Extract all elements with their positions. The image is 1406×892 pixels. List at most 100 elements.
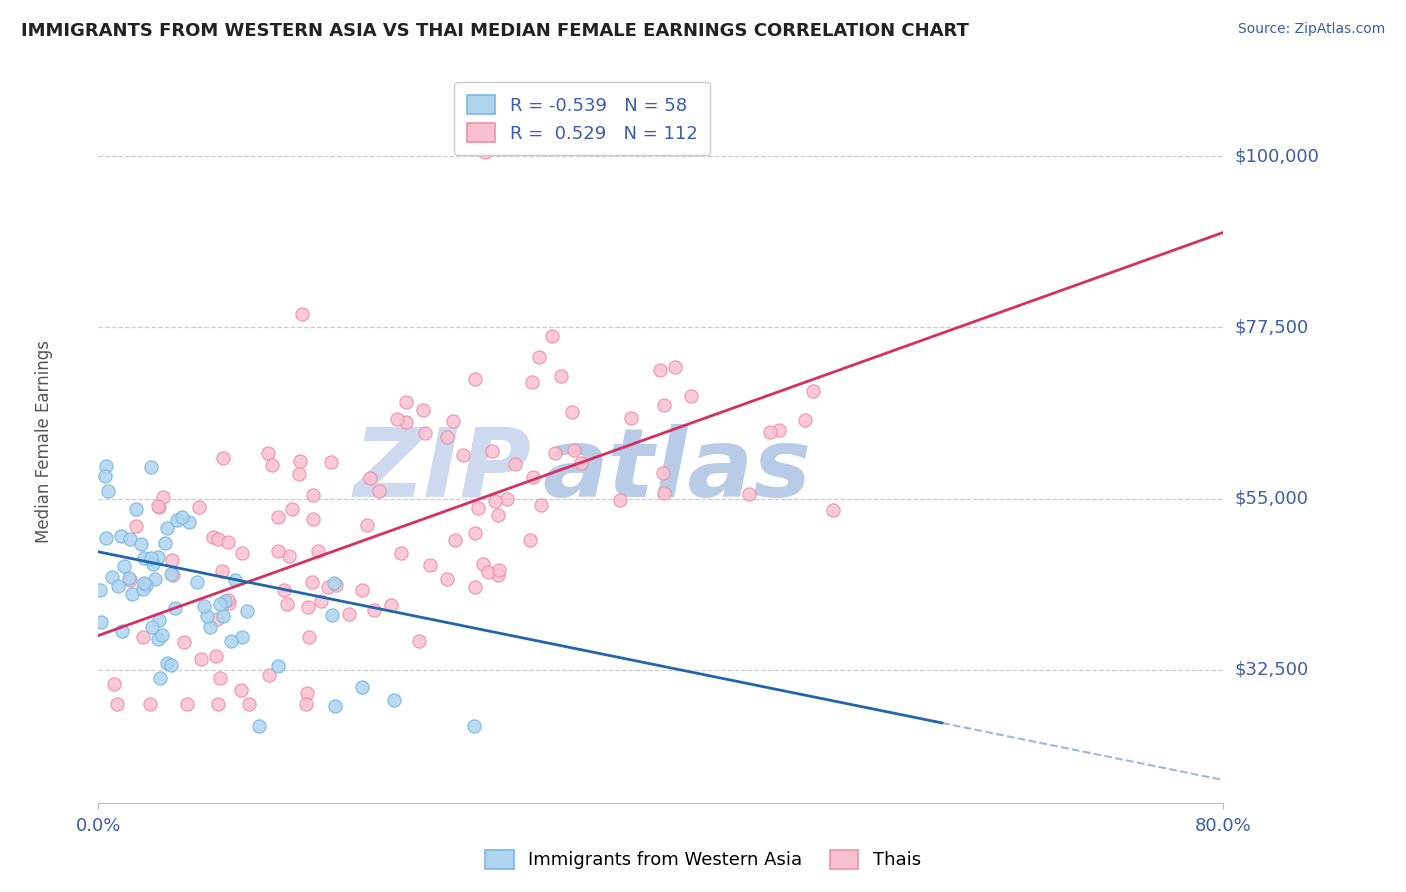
Point	[380, 598, 402, 612]
Point	[224, 574, 246, 588]
Point	[212, 451, 235, 466]
Point	[238, 697, 260, 711]
Point	[323, 699, 346, 714]
Point	[132, 576, 155, 591]
Point	[664, 360, 686, 375]
Point	[486, 568, 509, 582]
Point	[207, 532, 229, 546]
Point	[464, 372, 486, 386]
Point	[135, 578, 157, 592]
Point	[208, 671, 231, 685]
Point	[160, 567, 183, 582]
Text: atlas: atlas	[543, 424, 811, 517]
Point	[550, 369, 572, 384]
Point	[801, 384, 824, 399]
Point	[231, 630, 253, 644]
Point	[211, 564, 233, 578]
Legend: R = -0.539   N = 58, R =  0.529   N = 112: R = -0.539 N = 58, R = 0.529 N = 112	[454, 82, 710, 155]
Point	[141, 550, 163, 565]
Point	[823, 503, 845, 517]
Point	[350, 681, 373, 695]
Point	[221, 633, 243, 648]
Point	[323, 576, 346, 591]
Point	[160, 658, 183, 673]
Point	[146, 499, 169, 513]
Point	[267, 510, 290, 524]
Point	[129, 537, 152, 551]
Point	[188, 500, 211, 514]
Point	[368, 484, 391, 499]
Point	[522, 469, 544, 483]
Point	[111, 624, 134, 639]
Point	[395, 416, 418, 430]
Point	[214, 594, 236, 608]
Point	[153, 535, 176, 549]
Point	[149, 671, 172, 685]
Point	[318, 580, 340, 594]
Point	[150, 627, 173, 641]
Point	[186, 575, 208, 590]
Point	[205, 649, 228, 664]
Point	[363, 603, 385, 617]
Point	[162, 567, 184, 582]
Point	[101, 570, 124, 584]
Legend: Immigrants from Western Asia, Thais: Immigrants from Western Asia, Thais	[477, 840, 929, 879]
Point	[620, 410, 643, 425]
Point	[141, 620, 163, 634]
Point	[173, 634, 195, 648]
Point	[177, 515, 200, 529]
Point	[389, 546, 412, 560]
Point	[166, 513, 188, 527]
Point	[176, 697, 198, 711]
Point	[156, 656, 179, 670]
Point	[218, 596, 240, 610]
Point	[569, 456, 592, 470]
Point	[652, 466, 675, 480]
Point	[650, 363, 672, 377]
Text: $32,500: $32,500	[1234, 661, 1309, 679]
Point	[654, 397, 676, 411]
Point	[301, 512, 323, 526]
Point	[94, 469, 117, 483]
Point	[463, 719, 485, 733]
Point	[382, 693, 405, 707]
Point	[156, 521, 179, 535]
Point	[132, 630, 155, 644]
Point	[287, 467, 309, 481]
Point	[436, 572, 458, 586]
Point	[654, 485, 676, 500]
Point	[209, 597, 232, 611]
Point	[477, 565, 499, 579]
Point	[259, 667, 281, 681]
Point	[139, 697, 162, 711]
Point	[193, 599, 215, 613]
Point	[267, 544, 290, 558]
Point	[321, 607, 343, 622]
Point	[453, 448, 475, 462]
Point	[273, 583, 295, 598]
Point	[163, 601, 186, 615]
Point	[307, 543, 329, 558]
Point	[319, 455, 342, 469]
Point	[436, 429, 458, 443]
Point	[464, 525, 486, 540]
Point	[295, 686, 318, 700]
Point	[190, 651, 212, 665]
Point	[519, 533, 541, 547]
Point	[256, 445, 278, 459]
Point	[520, 375, 543, 389]
Point	[160, 552, 183, 566]
Point	[793, 413, 815, 427]
Point	[301, 575, 323, 590]
Point	[467, 501, 489, 516]
Point	[737, 486, 759, 500]
Text: Median Female Earnings: Median Female Earnings	[35, 340, 53, 543]
Point	[441, 413, 464, 427]
Point	[121, 587, 143, 601]
Point	[408, 634, 430, 648]
Point	[139, 459, 162, 474]
Point	[395, 395, 418, 409]
Point	[530, 498, 553, 512]
Point	[486, 508, 509, 522]
Point	[266, 659, 288, 673]
